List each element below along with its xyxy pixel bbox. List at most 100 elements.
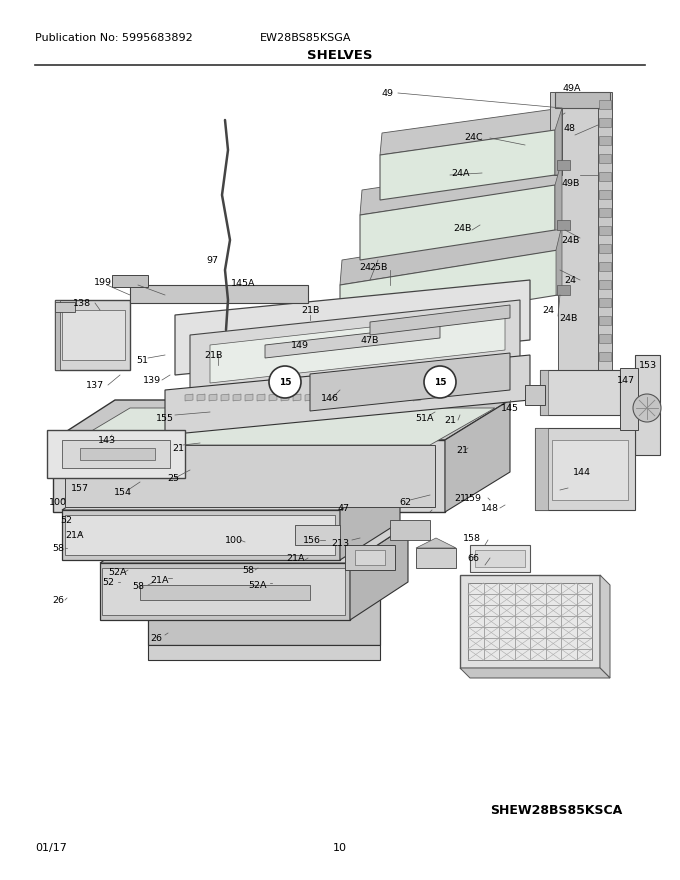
Polygon shape [557, 160, 570, 170]
Polygon shape [599, 190, 611, 199]
Polygon shape [221, 394, 229, 401]
Polygon shape [265, 325, 440, 358]
Text: 21A: 21A [151, 576, 169, 584]
Polygon shape [599, 280, 611, 289]
Polygon shape [370, 305, 510, 335]
Polygon shape [552, 440, 628, 500]
Polygon shape [599, 244, 611, 253]
Text: 58: 58 [132, 582, 144, 590]
Text: 21: 21 [444, 415, 456, 424]
Polygon shape [365, 394, 373, 401]
Polygon shape [535, 428, 635, 510]
Polygon shape [475, 550, 525, 567]
Text: 21B: 21B [204, 350, 222, 360]
Polygon shape [599, 298, 611, 307]
Polygon shape [55, 300, 130, 370]
Text: 15: 15 [434, 378, 446, 386]
Text: 24B: 24B [453, 224, 471, 232]
Text: 51: 51 [136, 356, 148, 364]
Text: EW28BS85KSGA: EW28BS85KSGA [260, 33, 352, 43]
Text: 15: 15 [279, 378, 291, 386]
Polygon shape [310, 353, 510, 411]
Text: 24B: 24B [559, 313, 577, 322]
Polygon shape [460, 668, 610, 678]
Polygon shape [599, 136, 611, 145]
Text: 21B: 21B [301, 305, 319, 314]
Text: 153: 153 [639, 361, 657, 370]
Polygon shape [62, 472, 400, 510]
Text: 49B: 49B [562, 179, 580, 187]
Text: 100: 100 [225, 536, 243, 545]
Polygon shape [62, 510, 340, 560]
Polygon shape [62, 440, 170, 468]
Polygon shape [599, 262, 611, 271]
Polygon shape [558, 108, 598, 370]
Text: SHELVES: SHELVES [307, 48, 373, 62]
Text: 66: 66 [467, 554, 479, 562]
Polygon shape [53, 400, 510, 440]
Polygon shape [620, 368, 638, 430]
Polygon shape [599, 352, 611, 361]
Circle shape [424, 366, 456, 398]
Polygon shape [599, 334, 611, 343]
Polygon shape [535, 428, 548, 510]
Polygon shape [102, 568, 345, 615]
Polygon shape [55, 302, 75, 312]
Text: 147: 147 [617, 376, 635, 385]
Polygon shape [148, 645, 380, 660]
Text: 47B: 47B [361, 335, 379, 344]
Polygon shape [305, 394, 313, 401]
Text: 145: 145 [501, 404, 519, 413]
Polygon shape [355, 550, 385, 565]
Polygon shape [245, 394, 253, 401]
Polygon shape [470, 545, 530, 572]
Text: 158: 158 [463, 533, 481, 542]
Text: 52A: 52A [249, 581, 267, 590]
Polygon shape [100, 525, 408, 563]
Text: 144: 144 [573, 467, 591, 476]
Text: Publication No: 5995683892: Publication No: 5995683892 [35, 33, 192, 43]
Text: 24: 24 [564, 275, 576, 284]
Circle shape [269, 366, 301, 398]
Polygon shape [185, 394, 193, 401]
Polygon shape [360, 160, 562, 215]
Text: 52: 52 [102, 577, 114, 586]
Text: 52A: 52A [109, 568, 127, 576]
Polygon shape [269, 394, 277, 401]
Polygon shape [112, 275, 148, 287]
Text: 01/17: 01/17 [35, 843, 67, 853]
Text: 47: 47 [337, 503, 349, 512]
Text: 21: 21 [456, 445, 468, 454]
Polygon shape [295, 525, 340, 545]
Polygon shape [557, 285, 570, 295]
Text: 48: 48 [564, 123, 576, 133]
Text: 145A: 145A [231, 278, 255, 288]
Text: 24: 24 [542, 305, 554, 314]
Polygon shape [340, 472, 400, 560]
Polygon shape [460, 575, 600, 668]
Text: 52: 52 [60, 516, 72, 524]
Ellipse shape [431, 378, 449, 386]
Polygon shape [413, 394, 421, 401]
Polygon shape [329, 394, 337, 401]
Polygon shape [416, 548, 456, 568]
Text: 49: 49 [381, 89, 393, 98]
Polygon shape [380, 108, 562, 155]
Polygon shape [55, 300, 60, 370]
Polygon shape [445, 400, 510, 512]
Polygon shape [210, 312, 505, 383]
Polygon shape [100, 563, 350, 620]
Polygon shape [525, 385, 545, 405]
Polygon shape [599, 226, 611, 235]
Text: 24B: 24B [561, 236, 579, 245]
Text: 10: 10 [333, 843, 347, 853]
Text: 24C: 24C [464, 133, 483, 142]
Circle shape [633, 394, 661, 422]
Text: 24A: 24A [452, 168, 471, 178]
Polygon shape [281, 394, 289, 401]
Polygon shape [600, 575, 610, 678]
Text: SHEW28BS85KSCA: SHEW28BS85KSCA [490, 803, 622, 817]
Text: 159: 159 [464, 494, 482, 502]
Text: 24: 24 [359, 262, 371, 272]
Polygon shape [599, 208, 611, 217]
